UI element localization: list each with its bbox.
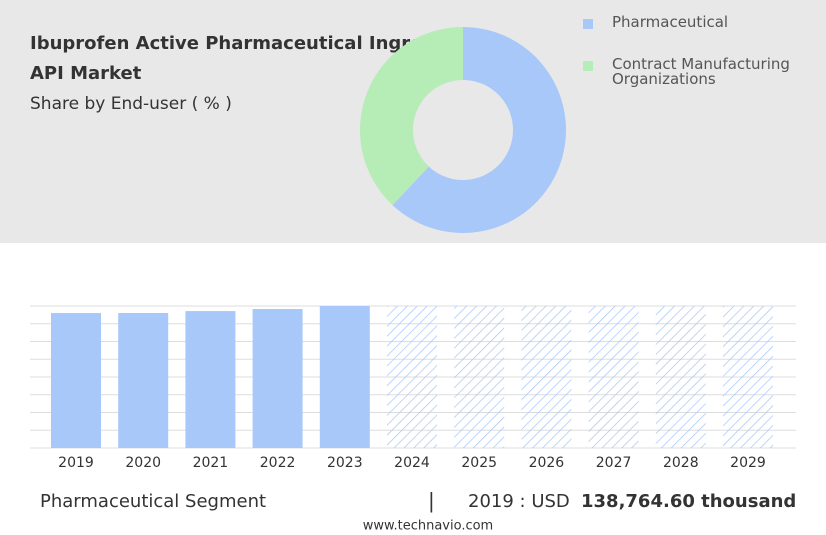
donut-slice <box>392 27 566 234</box>
website: www.technavio.com <box>363 519 493 534</box>
footer-value: 138,764.60 thousand <box>581 491 796 512</box>
chart-title: Ibuprofen Active Pharmaceutical Ingredie… <box>30 33 475 84</box>
legend-swatch <box>583 61 593 71</box>
x-tick-label: 2023 <box>327 455 363 471</box>
forecast-placeholder <box>655 306 706 448</box>
x-tick-label: 2025 <box>461 455 497 471</box>
x-tick-label: 2024 <box>394 455 430 471</box>
forecast-placeholder <box>521 306 572 448</box>
bar <box>319 306 370 448</box>
chart-subtitle: Share by End-user ( % ) <box>30 94 232 114</box>
footer-segment: Pharmaceutical Segment <box>40 491 266 512</box>
bar <box>185 311 236 448</box>
forecast-placeholder <box>588 306 639 448</box>
legend-label: Contract Manufacturing Organizations <box>612 55 790 88</box>
donut-slice <box>360 27 463 206</box>
forecast-placeholder <box>454 306 505 448</box>
x-tick-label: 2027 <box>596 455 632 471</box>
x-tick-label: 2028 <box>663 455 699 471</box>
x-tick-label: 2019 <box>58 455 94 471</box>
separator: | <box>428 489 435 513</box>
legend-label: Pharmaceutical <box>612 13 729 31</box>
x-tick-label: 2021 <box>193 455 229 471</box>
x-tick-label: 2020 <box>125 455 161 471</box>
x-tick-label: 2029 <box>730 455 766 471</box>
legend-swatch <box>583 19 593 29</box>
footer-year: 2019 : USD <box>468 491 570 512</box>
forecast-placeholder <box>723 306 773 448</box>
bar <box>118 313 169 448</box>
bar <box>51 313 101 448</box>
forecast-placeholder <box>387 306 437 448</box>
x-tick-label: 2022 <box>260 455 296 471</box>
bar <box>252 309 303 448</box>
x-tick-label: 2026 <box>529 455 565 471</box>
